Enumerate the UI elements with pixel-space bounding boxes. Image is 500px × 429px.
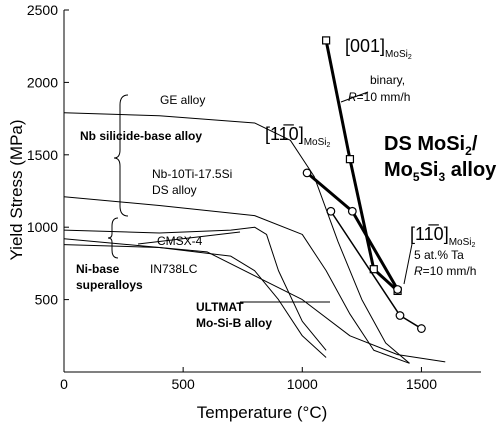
annotation: Mo-Si-B alloy bbox=[196, 316, 272, 330]
marker bbox=[417, 324, 426, 333]
annotation: R=10 mm/h bbox=[414, 264, 476, 278]
marker bbox=[347, 206, 357, 216]
y-tick-label: 1500 bbox=[27, 147, 58, 163]
annotation: DS alloy bbox=[152, 183, 197, 197]
annotation: Nb silicide-base alloy bbox=[80, 129, 202, 143]
annotation: Ni-base bbox=[76, 262, 120, 276]
annotation: [11̅0]MoSi2 bbox=[410, 224, 476, 249]
annotation: CMSX-4 bbox=[157, 234, 203, 248]
x-axis-label: Temperature (°C) bbox=[197, 403, 328, 422]
brace bbox=[107, 217, 119, 259]
marker bbox=[322, 36, 331, 45]
annotation: 5 at.% Ta bbox=[414, 248, 464, 262]
series-line bbox=[63, 196, 410, 364]
annotation: DS MoSi2/ bbox=[384, 133, 478, 158]
annotation: [11̅0]MoSi2 bbox=[265, 124, 331, 149]
x-tick-label: 1000 bbox=[287, 376, 318, 392]
series-line bbox=[324, 40, 399, 293]
marker bbox=[369, 265, 378, 274]
series-line bbox=[306, 171, 399, 291]
marker bbox=[395, 311, 405, 320]
annotation: R=10 mm/h bbox=[348, 90, 410, 104]
leader-line bbox=[403, 243, 413, 285]
annotation: [001]MoSi2 bbox=[345, 36, 412, 61]
marker bbox=[345, 155, 355, 164]
brace bbox=[113, 94, 129, 217]
leader-line bbox=[340, 91, 369, 103]
x-tick-label: 500 bbox=[171, 376, 195, 392]
marker bbox=[302, 168, 312, 178]
series-line bbox=[63, 226, 327, 351]
marker bbox=[393, 285, 403, 294]
series-line bbox=[63, 238, 446, 363]
x-tick-label: 1500 bbox=[406, 376, 437, 392]
annotation: Mo5Si3 alloy bbox=[384, 159, 497, 184]
annotation: binary, bbox=[370, 73, 405, 87]
annotation: ULTMAT bbox=[196, 300, 244, 314]
annotation: IN738LC bbox=[150, 262, 198, 276]
x-tick-label: 0 bbox=[60, 376, 68, 392]
y-axis-label: Yield Stress (MPa) bbox=[7, 119, 26, 260]
y-tick-label: 500 bbox=[35, 292, 59, 308]
y-tick-label: 2000 bbox=[27, 74, 58, 90]
leader-line bbox=[137, 231, 241, 245]
annotation: superalloys bbox=[76, 278, 143, 292]
series-line bbox=[63, 112, 410, 364]
annotation: Nb-10Ti-17.5Si bbox=[152, 167, 232, 181]
y-tick-label: 2500 bbox=[27, 2, 58, 18]
y-tick-label: 1000 bbox=[27, 219, 58, 235]
decorations bbox=[107, 91, 413, 303]
annotation: GE alloy bbox=[160, 93, 205, 107]
